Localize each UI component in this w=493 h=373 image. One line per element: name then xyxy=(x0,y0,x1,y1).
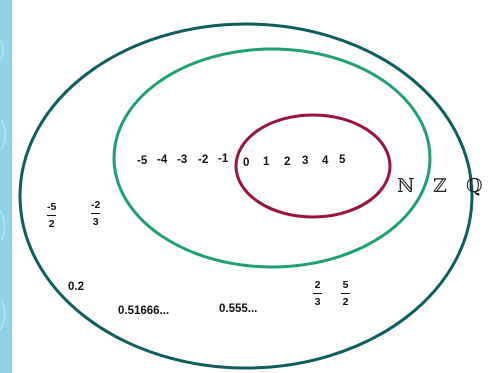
fraction-numerator: -2 xyxy=(91,199,101,211)
rational-fraction: 5 2 xyxy=(341,280,350,307)
fraction-denominator: 2 xyxy=(342,295,349,308)
fraction-denominator: 3 xyxy=(92,215,99,228)
natural-set-label: ℕ xyxy=(397,175,415,197)
natural-member: 2 xyxy=(284,156,291,168)
rational-fraction: -2 3 xyxy=(91,200,100,227)
natural-member: 1 xyxy=(263,156,270,168)
integer-member: -5 xyxy=(137,155,148,167)
rational-fraction: 2 3 xyxy=(313,280,322,307)
natural-member: 0 xyxy=(243,157,250,169)
fraction-numerator: 2 xyxy=(314,279,321,291)
fraction-denominator: 2 xyxy=(48,217,55,230)
rational-decimal: 0.51666... xyxy=(118,305,170,317)
rational-decimal: 0.2 xyxy=(68,281,84,293)
fraction-bar xyxy=(341,292,350,294)
rational-decimal: 0.555... xyxy=(219,303,258,315)
natural-set-ellipse xyxy=(234,113,392,219)
natural-member: 4 xyxy=(322,155,329,167)
integer-set-label: ℤ xyxy=(433,175,447,197)
integer-member: -2 xyxy=(198,154,209,166)
integer-set-ellipse xyxy=(112,47,432,269)
fraction-denominator: 3 xyxy=(314,295,321,308)
natural-member: 3 xyxy=(302,155,309,167)
integer-member: -1 xyxy=(218,153,229,165)
fraction-bar xyxy=(313,292,322,294)
fraction-numerator: -5 xyxy=(47,201,57,213)
natural-member: 5 xyxy=(339,154,346,166)
integer-member: -4 xyxy=(157,154,168,166)
fraction-bar xyxy=(47,214,57,216)
integer-member: -3 xyxy=(177,154,188,166)
rational-fraction: -5 2 xyxy=(47,202,56,229)
fraction-numerator: 5 xyxy=(342,279,349,291)
rational-set-ellipse xyxy=(18,22,474,370)
rational-set-label: ℚ xyxy=(466,175,483,197)
fraction-bar xyxy=(91,212,101,214)
